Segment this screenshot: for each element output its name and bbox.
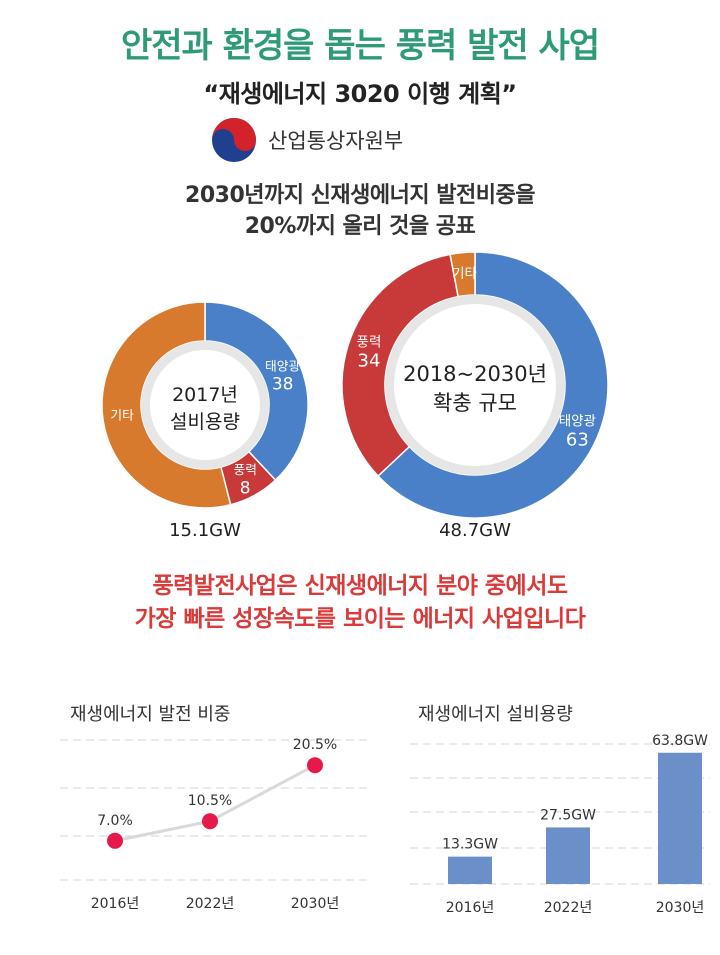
slice-category-label: 기타 — [110, 408, 134, 423]
bar-value-label: 13.3GW — [442, 837, 498, 853]
slice-label-group-2: 기타 — [452, 266, 477, 282]
message-line-1: 풍력발전사업은 신재생에너지 분야 중에서도 — [152, 573, 568, 599]
donut-center — [150, 350, 260, 460]
x-tick-label: 2030년 — [656, 900, 705, 916]
slice-value-label: 34 — [358, 351, 381, 372]
ministry-name: 산업통상자원부 — [268, 129, 404, 153]
slice-category-label: 태양광 — [265, 359, 300, 374]
line-point — [307, 757, 323, 774]
x-tick-label: 2022년 — [186, 896, 235, 912]
bar-chart-title: 재생에너지 설비용량 — [418, 704, 573, 725]
slice-label-group-1: 풍력8 — [233, 463, 256, 498]
page-title: 안전과 환경을 돕는 풍력 발전 사업 — [120, 26, 600, 66]
page-subtitle: “재생에너지 3020 이행 계획” — [203, 80, 517, 108]
donut-center — [394, 304, 556, 466]
line-point — [107, 832, 123, 849]
donut-2017-total: 15.1GW — [169, 520, 241, 541]
highlight-message: 풍력발전사업은 신재생에너지 분야 중에서도 가장 빠른 성장속도를 보이는 에… — [0, 570, 720, 636]
slice-value-label: 8 — [240, 478, 251, 498]
slice-category-label: 기타 — [452, 266, 477, 282]
bar-value-label: 27.5GW — [540, 807, 596, 823]
x-tick-label: 2016년 — [446, 900, 495, 916]
slice-label-group-2: 기타 — [110, 408, 134, 423]
bar-value-label: 63.8GW — [652, 733, 708, 749]
x-tick-label: 2022년 — [544, 900, 593, 916]
x-tick-label: 2030년 — [291, 896, 340, 912]
point-value-label: 7.0% — [97, 813, 133, 829]
slice-category-label: 태양광 — [559, 413, 596, 429]
bar — [658, 752, 702, 884]
donut-2030-total: 48.7GW — [439, 520, 511, 541]
slice-value-label: 38 — [272, 375, 294, 395]
headline: 2030년까지 신재생에너지 발전비중을 20%까지 올리 것을 공표 — [0, 180, 720, 242]
slice-category-label: 풍력 — [233, 463, 256, 478]
bar — [546, 827, 590, 884]
headline-line-1: 2030년까지 신재생에너지 발전비중을 — [185, 183, 535, 208]
slice-value-label: 63 — [566, 429, 589, 450]
line-chart: 7.0% 2016년 10.5% 2022년 20.5% 2030년 — [60, 737, 370, 912]
donut-center-label-1: 2017년 — [172, 384, 238, 406]
bar-chart: 13.3GW 2016년 27.5GW 2022년 63.8GW 2030년 — [410, 733, 710, 916]
line-point — [202, 813, 218, 830]
ministry-logo-block: 산업통상자원부 — [210, 114, 403, 166]
donut-center-label-1: 2018~2030년 — [403, 362, 547, 386]
headline-line-2: 20%까지 올리 것을 공표 — [244, 214, 476, 239]
slice-category-label: 풍력 — [357, 335, 382, 351]
point-value-label: 10.5% — [188, 793, 232, 809]
point-value-label: 20.5% — [293, 737, 337, 753]
donut-center-label-2: 확충 규모 — [433, 391, 517, 415]
bar — [448, 856, 492, 884]
taegeuk-logo-icon — [212, 118, 256, 162]
x-tick-label: 2016년 — [91, 896, 140, 912]
line-chart-title: 재생에너지 발전 비중 — [70, 704, 231, 725]
message-line-2: 가장 빠른 성장속도를 보이는 에너지 사업입니다 — [134, 606, 586, 632]
donut-center-label-2: 설비용량 — [170, 411, 240, 433]
